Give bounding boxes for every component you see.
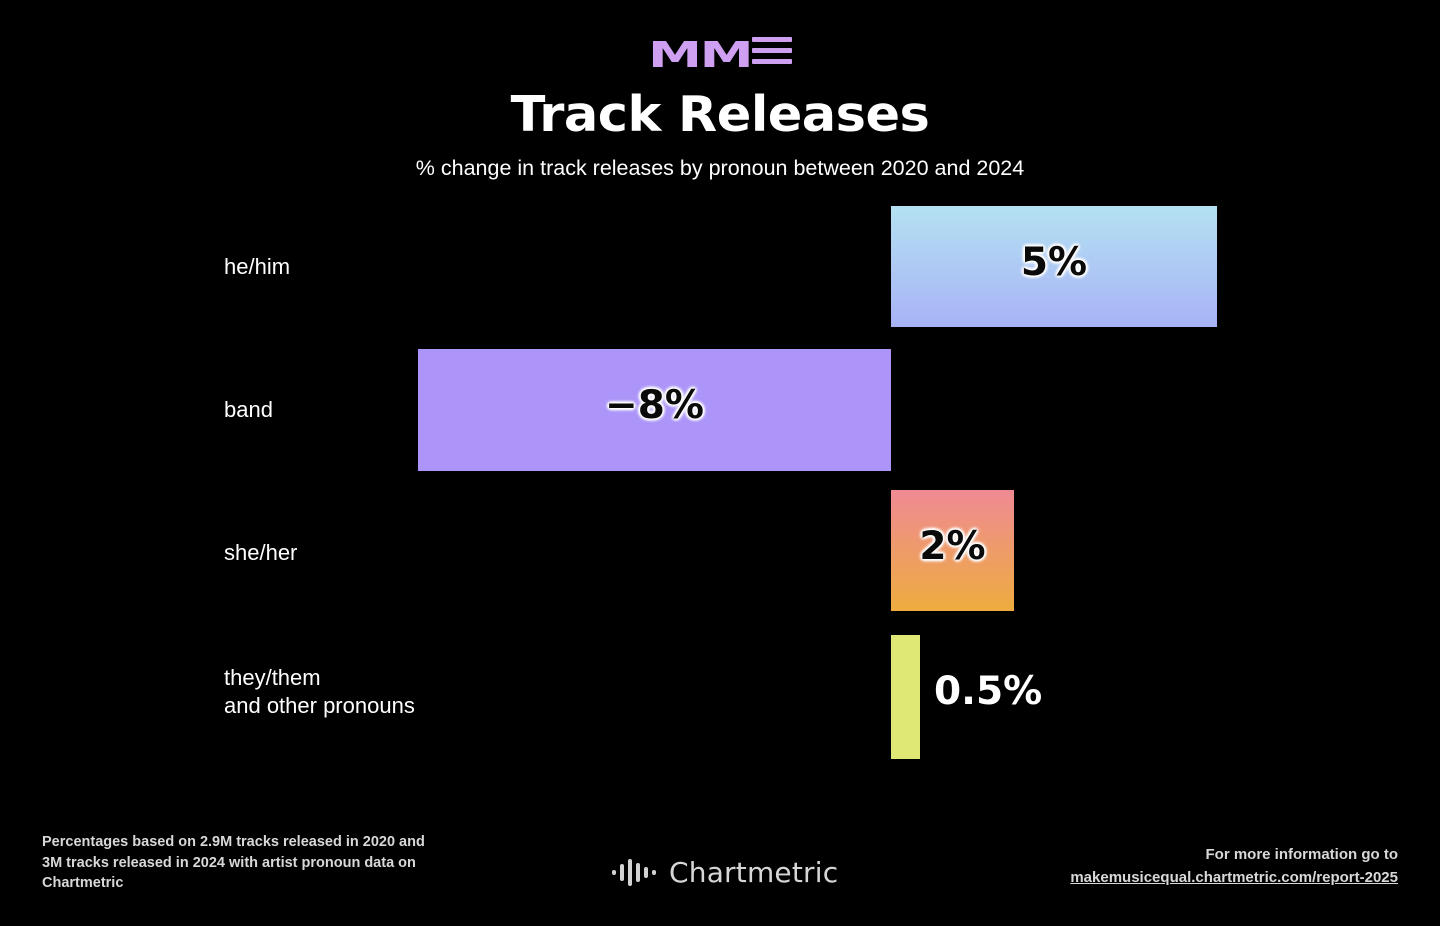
category-label-3: they/them and other pronouns xyxy=(224,665,415,718)
category-label-1: band xyxy=(224,397,273,422)
mme-logo-text: MM xyxy=(647,33,754,76)
mme-bar-1 xyxy=(752,37,793,42)
bar-she[interactable] xyxy=(891,490,1014,611)
bar-value-label-3: 0.5% xyxy=(934,669,1043,714)
bar-band[interactable] xyxy=(418,349,891,471)
mme-bar-2 xyxy=(752,48,793,53)
waveform-icon xyxy=(612,855,656,889)
chart-header: MM Track Releases % change in track rele… xyxy=(0,0,1440,181)
chartmetric-wordmark: Chartmetric xyxy=(669,855,839,889)
chartmetric-logo: Chartmetric xyxy=(612,855,838,889)
category-label-0: he/him xyxy=(224,254,291,279)
bar-value-label-2: 2% xyxy=(919,523,986,569)
mme-logo: MM xyxy=(647,32,793,76)
more-info: For more information go to makemusicequa… xyxy=(1070,843,1398,889)
mme-bars-icon xyxy=(752,37,793,64)
bar-chart: he/him band she/her they/them and other pro… xyxy=(0,182,1440,782)
page-title: Track Releases xyxy=(510,86,930,143)
bar-value-label-1: −8% xyxy=(605,383,704,428)
page-subtitle: % change in track releases by pronoun be… xyxy=(415,156,1025,180)
mme-bar-3 xyxy=(752,59,793,64)
footnote: Percentages based on 2.9M tracks release… xyxy=(42,834,425,891)
bar-they[interactable] xyxy=(891,635,920,759)
bar-value-label-0: 5% xyxy=(1020,239,1088,285)
bar-he[interactable] xyxy=(891,206,1217,327)
category-label-2: she/her xyxy=(224,540,298,565)
report-link[interactable]: makemusicequal.chartmetric.com/report-20… xyxy=(1070,869,1398,886)
more-info-label: For more information go to xyxy=(1205,846,1399,863)
